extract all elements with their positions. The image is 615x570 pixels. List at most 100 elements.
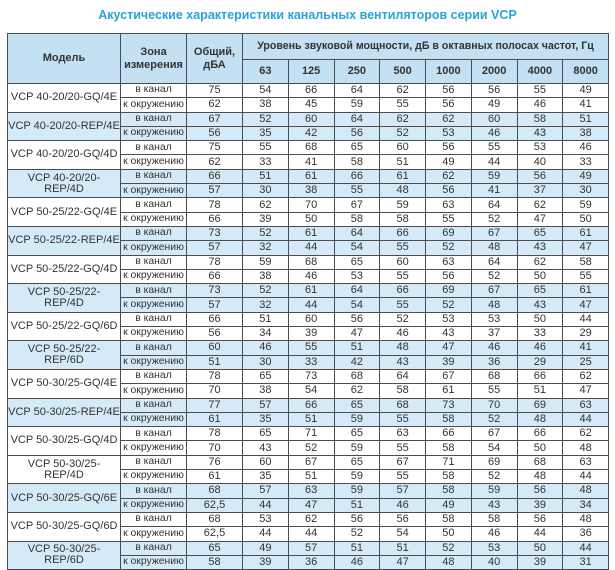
spl-value-cell: 66 [516,426,564,442]
spl-value-cell: 62 [242,197,289,213]
spl-value-cell: 55 [379,411,426,428]
spl-value-cell: 55 [379,268,426,285]
spl-value-cell: 46 [379,497,426,513]
spl-value-cell: 41 [287,154,335,170]
total-dba-cell: 58 [186,554,243,570]
spl-value-cell: 44 [287,297,335,313]
spl-value-cell: 43 [242,440,289,456]
spl-value-cell: 51 [333,497,381,513]
spl-value-cell: 54 [242,82,289,99]
spl-value-cell: 71 [425,454,472,471]
spl-value-cell: 34 [562,497,610,513]
spl-value-cell: 33 [562,154,610,170]
measurement-zone-cell: к окружению [120,154,187,170]
table-row: VCP 50-25/22-GQ/4E в канал 78 62 70 67 59 63 64 6… [7,197,610,227]
measurement-zone-cell: в канал [120,140,187,156]
total-dba-cell: 57 [186,183,243,199]
model-name-cell: VCP 50-30/25-GQ/6D [7,511,121,542]
total-dba-cell: 65 [186,540,243,556]
header-frequency: 125 [287,59,335,84]
spl-value-cell: 55 [287,340,335,356]
table-row: VCP 50-25/22-GQ/4D в канал 78 59 68 65 60 63 64 6… [7,254,610,285]
table-row: к окружению 57 32 44 54 55 52 48 43 47 [8,297,610,313]
model-name-cell: VCP 40-20/20-GQ/4D [7,140,121,170]
table-row: VCP 50-30/25-GQ/6E в канал 68 57 63 59 57 58 59 5… [7,483,610,513]
spl-value-cell: 65 [333,454,381,471]
spl-value-cell: 50 [287,211,335,227]
spl-value-cell: 43 [470,497,518,513]
spl-value-cell: 68 [287,254,335,270]
spl-value-cell: 67 [425,368,472,385]
total-dba-cell: 51 [186,354,243,370]
spl-value-cell: 51 [242,311,289,328]
spl-value-cell: 52 [242,283,289,299]
spl-value-cell: 51 [379,540,426,556]
spl-value-cell: 53 [242,511,289,528]
spl-value-cell: 36 [562,526,610,542]
table-header: Модель Зона измерения Общий, дБА Уровень… [7,33,610,84]
spl-value-cell: 52 [470,469,518,485]
spl-value-cell: 62 [379,82,426,99]
spl-value-cell: 38 [242,97,289,113]
spl-value-cell: 58 [562,254,610,270]
spl-value-cell: 38 [562,125,610,142]
table-row: VCP 50-30/25-REP/6D в канал 65 49 57 51 51 52 53… [7,540,610,570]
spl-value-cell: 69 [425,225,472,242]
spl-value-cell: 47 [425,340,472,356]
spl-value-cell: 58 [425,511,472,528]
spl-value-cell: 52 [333,526,381,542]
total-dba-cell: 66 [186,168,243,185]
spl-value-cell: 50 [562,211,610,227]
spl-value-cell: 56 [425,183,472,199]
spl-value-cell: 64 [333,283,381,299]
spl-value-cell: 44 [562,411,610,428]
spl-value-cell: 39 [425,354,472,370]
spl-value-cell: 52 [470,211,518,227]
measurement-zone-cell: к окружению [120,240,187,256]
total-dba-cell: 66 [186,268,243,285]
spl-value-cell: 66 [379,283,426,299]
spl-value-cell: 50 [516,440,564,456]
spl-value-cell: 57 [379,483,426,499]
model-name-cell: VCP 50-25/22-REP/6D [7,340,121,370]
spl-value-cell: 46 [333,554,381,570]
spl-value-cell: 47 [562,383,610,399]
header-frequency: 4000 [516,59,564,84]
spl-value-cell: 53 [516,140,564,156]
spl-value-cell: 73 [425,397,472,413]
spl-value-cell: 56 [516,511,564,528]
spl-value-cell: 61 [425,383,472,399]
table-row: к окружению 57 32 44 54 55 52 48 43 47 [8,240,610,256]
spl-value-cell: 55 [470,140,518,156]
measurement-zone-cell: к окружению [120,183,187,199]
spl-value-cell: 65 [333,426,381,442]
header-total-dba: Общий, дБА [186,33,243,84]
spl-value-cell: 34 [242,326,289,342]
total-dba-cell: 66 [186,311,243,328]
table-row: VCP 50-25/22-REP/4D в канал 73 52 61 64 66 69 67… [7,283,610,313]
spl-value-cell: 38 [242,383,289,399]
measurement-zone-cell: в канал [120,311,187,328]
spl-value-cell: 63 [425,197,472,213]
spl-value-cell: 56 [516,168,564,185]
spl-value-cell: 43 [516,297,564,313]
spl-value-cell: 58 [425,411,472,428]
total-dba-cell: 60 [186,340,243,356]
spl-value-cell: 52 [379,311,426,328]
spl-value-cell: 62 [516,254,564,270]
table-row: VCP 50-25/22-REP/4E в канал 73 52 61 64 66 69 67… [7,225,610,256]
spl-value-cell: 47 [379,554,426,570]
spl-value-cell: 59 [562,197,610,213]
spl-value-cell: 54 [333,240,381,256]
spl-value-cell: 61 [287,168,335,185]
spl-value-cell: 62 [287,511,335,528]
spl-value-cell: 41 [470,183,518,199]
spl-value-cell: 60 [287,311,335,328]
total-dba-cell: 67 [186,111,243,127]
spl-value-cell: 50 [516,311,564,328]
spl-value-cell: 62 [379,111,426,127]
total-dba-cell: 62 [186,154,243,170]
spl-value-cell: 44 [516,526,564,542]
spl-value-cell: 52 [470,268,518,285]
table-row: VCP 50-25/22-GQ/6D в канал 66 51 60 56 52 53 53 5… [7,311,610,342]
